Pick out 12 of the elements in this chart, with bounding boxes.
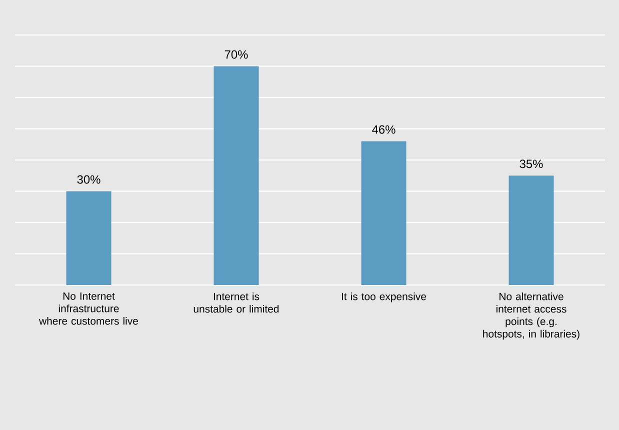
- bar: [508, 176, 554, 285]
- bar: [361, 141, 406, 285]
- x-tick-label: No alternative internet access points (e.g. hotspots, in libraries): [483, 292, 580, 340]
- data-label: 46%: [372, 125, 396, 134]
- data-label: 70%: [224, 50, 248, 59]
- x-tick-label: Internet is unstable or limited: [194, 292, 279, 313]
- bar: [214, 66, 259, 285]
- data-label: 35%: [520, 160, 543, 168]
- bar: [66, 191, 112, 285]
- data-label: 30%: [77, 175, 100, 184]
- x-tick-label: No Internet infrastructure where customers live: [39, 292, 138, 325]
- x-tick-label: It is too expensive: [342, 292, 426, 302]
